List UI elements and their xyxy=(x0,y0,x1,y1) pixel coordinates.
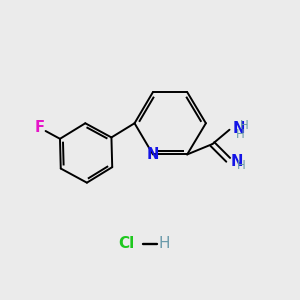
Text: H: H xyxy=(236,128,244,141)
Text: N: N xyxy=(231,154,243,169)
Text: N: N xyxy=(232,121,245,136)
Text: H: H xyxy=(240,119,249,132)
Text: F: F xyxy=(35,120,45,135)
Text: Cl: Cl xyxy=(118,236,134,251)
Text: N: N xyxy=(147,147,159,162)
Text: H: H xyxy=(237,159,246,172)
Text: H: H xyxy=(158,236,170,251)
